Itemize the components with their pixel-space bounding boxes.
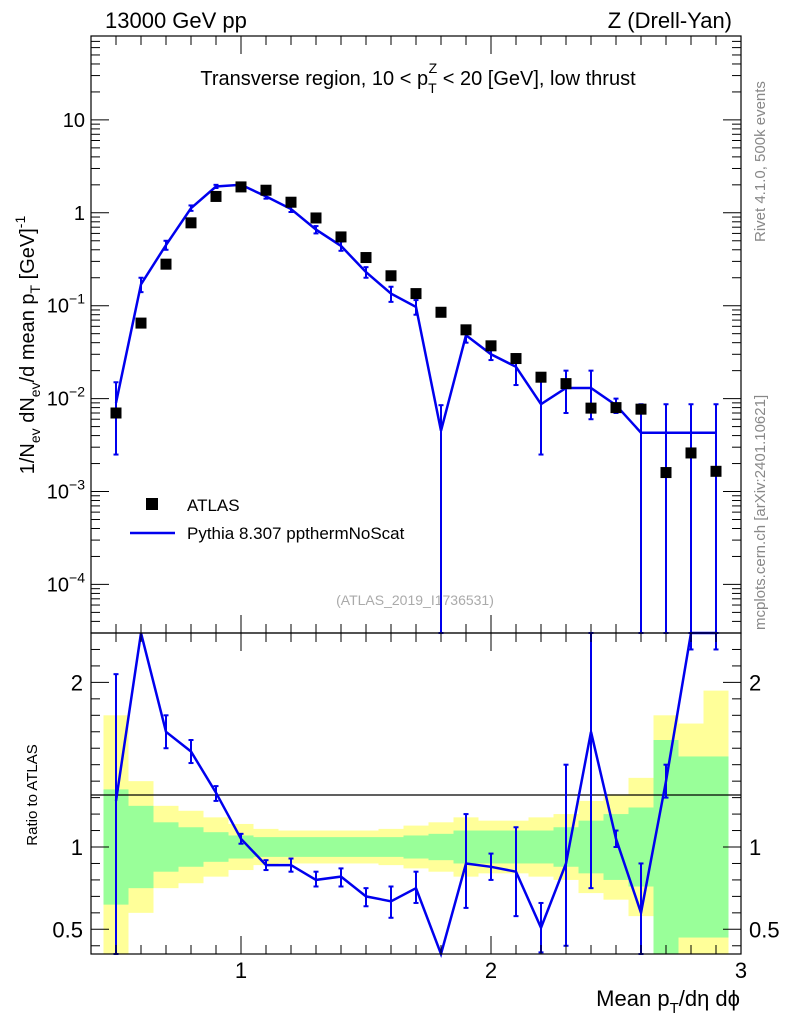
atlas-point [635, 403, 647, 415]
main-panel: 10 1 10−1 10−2 10−3 10−4 Transverse region, 1… [12, 35, 742, 634]
ratio-band-green [378, 837, 404, 857]
legend-atlas-label: ATLAS [187, 496, 240, 515]
ratio-band-green [203, 832, 229, 862]
legend-pythia-label: Pythia 8.307 ppthermNoScat [187, 524, 405, 543]
pythia-series [113, 182, 719, 634]
ratio-band-green [178, 827, 204, 867]
ratio-y-tick-label-right: 0.5 [749, 917, 780, 942]
atlas-point [385, 270, 397, 282]
ratio-band-green [228, 835, 254, 859]
ratio-band-green [403, 835, 429, 859]
ratio-ticks [90, 633, 742, 954]
atlas-point [660, 467, 672, 479]
atlas-point [160, 258, 172, 270]
atlas-point [510, 353, 522, 365]
main-y-tick-label: 10−3 [47, 477, 85, 504]
atlas-point [460, 324, 472, 336]
ratio-y-tick-label-left: 0.5 [52, 917, 83, 942]
energy-label: 13000 GeV pp [105, 8, 247, 33]
ratio-y-tick-label-left: 1 [71, 835, 83, 860]
x-axis-label: Mean pT/dη dϕ [596, 986, 740, 1017]
ratio-band-green [153, 822, 179, 872]
main-frame [90, 35, 742, 634]
atlas-point [185, 217, 197, 229]
atlas-point [485, 340, 497, 352]
atlas-series [110, 181, 722, 479]
x-tick-label: 3 [735, 958, 747, 983]
atlas-point [310, 212, 322, 224]
plot-title: Transverse region, 10 < pTZ < 20 [GeV], … [200, 60, 636, 96]
atlas-point [585, 402, 597, 414]
ratio-band-green [328, 837, 354, 857]
atlas-point [285, 196, 297, 208]
ratio-line [114, 631, 716, 959]
atlas-point [710, 465, 722, 477]
atlas-point [335, 231, 347, 243]
x-tick-label: 2 [485, 958, 497, 983]
ratio-pythia-series [113, 631, 719, 959]
atlas-point [260, 184, 272, 196]
atlas-point [410, 288, 422, 300]
ratio-y-tick-label-right: 2 [749, 670, 761, 695]
legend: ATLAS Pythia 8.307 ppthermNoScat [130, 496, 405, 543]
legend-atlas-marker [146, 498, 158, 510]
ratio-band-green [278, 837, 304, 857]
main-y-axis-label: 1/Nev dNev/d mean pT [GeV]-1 [12, 216, 43, 475]
ratio-tick-labels: 0.5 0.5 1 1 2 2 1 2 3 [52, 670, 779, 983]
main-y-tick-label: 10−1 [47, 291, 85, 318]
atlas-point [110, 407, 122, 419]
atlas-point [560, 378, 572, 390]
mcplots-label: mcplots.cern.ch [arXiv:2401.10621] [752, 395, 769, 630]
atlas-point [685, 447, 697, 459]
main-y-tick-label: 10−4 [47, 569, 85, 596]
main-tick-labels: 10 1 10−1 10−2 10−3 10−4 [47, 110, 85, 597]
ratio-band-green [128, 805, 154, 889]
analysis-watermark: (ATLAS_2019_I1736531) [336, 592, 494, 608]
ratio-uncertainty-bands [103, 690, 729, 954]
rivet-label: Rivet 4.1.0, 500k events [752, 81, 769, 242]
atlas-point [435, 306, 447, 318]
atlas-point [135, 317, 147, 329]
ratio-y-axis-label: Ratio to ATLAS [24, 744, 41, 845]
ratio-y-tick-label-left: 2 [71, 670, 83, 695]
main-ticks [90, 35, 742, 634]
process-label: Z (Drell-Yan) [608, 8, 732, 33]
atlas-point [210, 190, 222, 202]
main-y-tick-label: 10 [63, 110, 85, 132]
ratio-band-green [528, 830, 554, 864]
ratio-band-green [678, 756, 704, 938]
ratio-panel: 0.5 0.5 1 1 2 2 1 2 3 Ratio to ATLAS Mean pT/dη … [24, 631, 780, 1017]
atlas-point [360, 252, 372, 264]
ratio-y-tick-label-right: 1 [749, 835, 761, 860]
main-y-tick-label: 10−2 [47, 384, 85, 411]
main-y-tick-label: 1 [74, 203, 85, 225]
ratio-band-green [303, 837, 329, 857]
atlas-point [535, 371, 547, 383]
ratio-band-green [253, 837, 279, 857]
atlas-point [610, 402, 622, 414]
ratio-band-green [428, 833, 454, 861]
ratio-band-green [353, 837, 379, 857]
x-tick-label: 1 [235, 958, 247, 983]
atlas-point [235, 181, 247, 193]
